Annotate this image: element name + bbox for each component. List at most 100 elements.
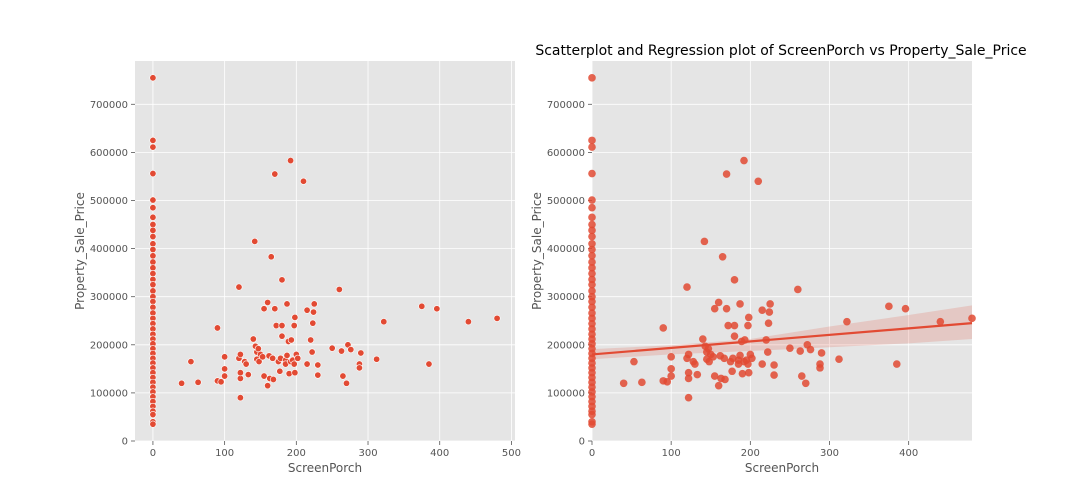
data-point <box>285 370 293 378</box>
x-axis-label-left: ScreenPorch <box>288 461 362 475</box>
data-point <box>236 350 244 358</box>
data-point <box>588 314 596 323</box>
data-point <box>278 276 286 284</box>
data-point <box>588 232 596 241</box>
x-tick-label: 400 <box>430 448 449 459</box>
data-point <box>700 237 709 246</box>
regression-panel-right: 0 100 200 300 400 0 100000 200000 300000 400000 5… <box>530 43 1027 475</box>
data-point <box>217 378 225 386</box>
y-tick-label: 700000 <box>90 100 128 111</box>
regression-fit-line <box>591 322 973 356</box>
data-point <box>765 308 774 316</box>
data-point <box>684 368 693 377</box>
data-point <box>684 350 693 359</box>
data-point <box>691 360 699 368</box>
data-point <box>236 369 244 377</box>
data-point <box>308 348 316 356</box>
data-point <box>493 314 501 322</box>
data-point <box>267 253 275 261</box>
data-point <box>801 379 810 388</box>
data-point <box>294 354 302 362</box>
data-point <box>684 374 693 383</box>
data-point <box>149 303 157 311</box>
data-point <box>638 378 646 387</box>
data-point <box>721 375 729 384</box>
data-point <box>758 306 767 314</box>
y-tick-label: 500000 <box>90 196 128 207</box>
data-point <box>235 283 243 291</box>
data-point <box>730 332 739 340</box>
data-point <box>287 336 295 344</box>
y-tick-label: 300000 <box>547 292 585 303</box>
y-tick-label: 0 <box>122 437 128 448</box>
data-point <box>588 252 596 260</box>
data-point <box>236 394 244 402</box>
data-point <box>149 233 157 241</box>
data-point <box>149 298 157 306</box>
data-point <box>630 357 638 366</box>
x-ticks-left: 0 100 200 300 400 500 <box>150 441 521 459</box>
data-point <box>588 196 596 204</box>
data-point <box>307 336 315 344</box>
data-point <box>588 269 596 278</box>
data-point <box>714 298 723 307</box>
data-point <box>764 319 773 327</box>
x-tick-label: 0 <box>150 448 156 459</box>
data-point <box>309 319 317 327</box>
data-point <box>744 368 753 377</box>
x-tick-label: 400 <box>899 448 918 459</box>
data-point <box>718 252 727 261</box>
data-point <box>693 370 702 379</box>
data-point <box>892 360 901 368</box>
data-point <box>221 372 229 380</box>
data-point <box>588 258 596 266</box>
data-point <box>968 314 976 323</box>
data-point <box>704 344 713 353</box>
data-point <box>283 351 291 359</box>
data-point <box>149 252 157 260</box>
data-point <box>221 365 229 373</box>
data-point <box>149 246 157 254</box>
data-point <box>770 361 778 369</box>
x-tick-label: 100 <box>215 448 234 459</box>
data-point <box>714 381 723 390</box>
data-point <box>786 344 794 352</box>
data-point <box>794 285 802 294</box>
data-point <box>418 302 426 310</box>
data-point <box>314 361 322 369</box>
y-tick-label: 400000 <box>547 244 585 255</box>
data-point <box>149 411 157 419</box>
data-point <box>310 308 318 316</box>
data-point <box>260 305 268 313</box>
data-point <box>149 170 157 178</box>
data-point <box>149 287 157 295</box>
data-point <box>149 264 157 272</box>
data-point <box>659 324 668 332</box>
data-point <box>588 264 596 272</box>
data-point <box>766 300 774 308</box>
data-point <box>588 275 596 284</box>
y-tick-label: 0 <box>579 437 585 448</box>
data-point <box>588 220 596 229</box>
data-point <box>754 177 763 186</box>
x-tick-label: 100 <box>662 448 681 459</box>
data-point <box>588 420 596 428</box>
data-point <box>242 360 250 368</box>
y-ticks-left: 0 100000 200000 300000 400000 500000 600000 700… <box>90 100 135 448</box>
data-point <box>373 355 381 363</box>
data-point <box>588 203 596 212</box>
y-tick-label: 100000 <box>90 388 128 399</box>
y-tick-label: 200000 <box>547 340 585 351</box>
data-point <box>357 349 365 357</box>
x-tick-label: 200 <box>287 448 306 459</box>
data-point <box>149 258 157 266</box>
data-point <box>303 306 311 314</box>
data-point <box>588 410 596 419</box>
x-tick-label: 200 <box>741 448 760 459</box>
y-tick-label: 700000 <box>547 100 585 111</box>
grid-left <box>135 61 515 442</box>
data-point <box>588 309 596 317</box>
data-point <box>588 287 596 295</box>
data-point <box>588 74 596 82</box>
data-point <box>758 360 767 368</box>
